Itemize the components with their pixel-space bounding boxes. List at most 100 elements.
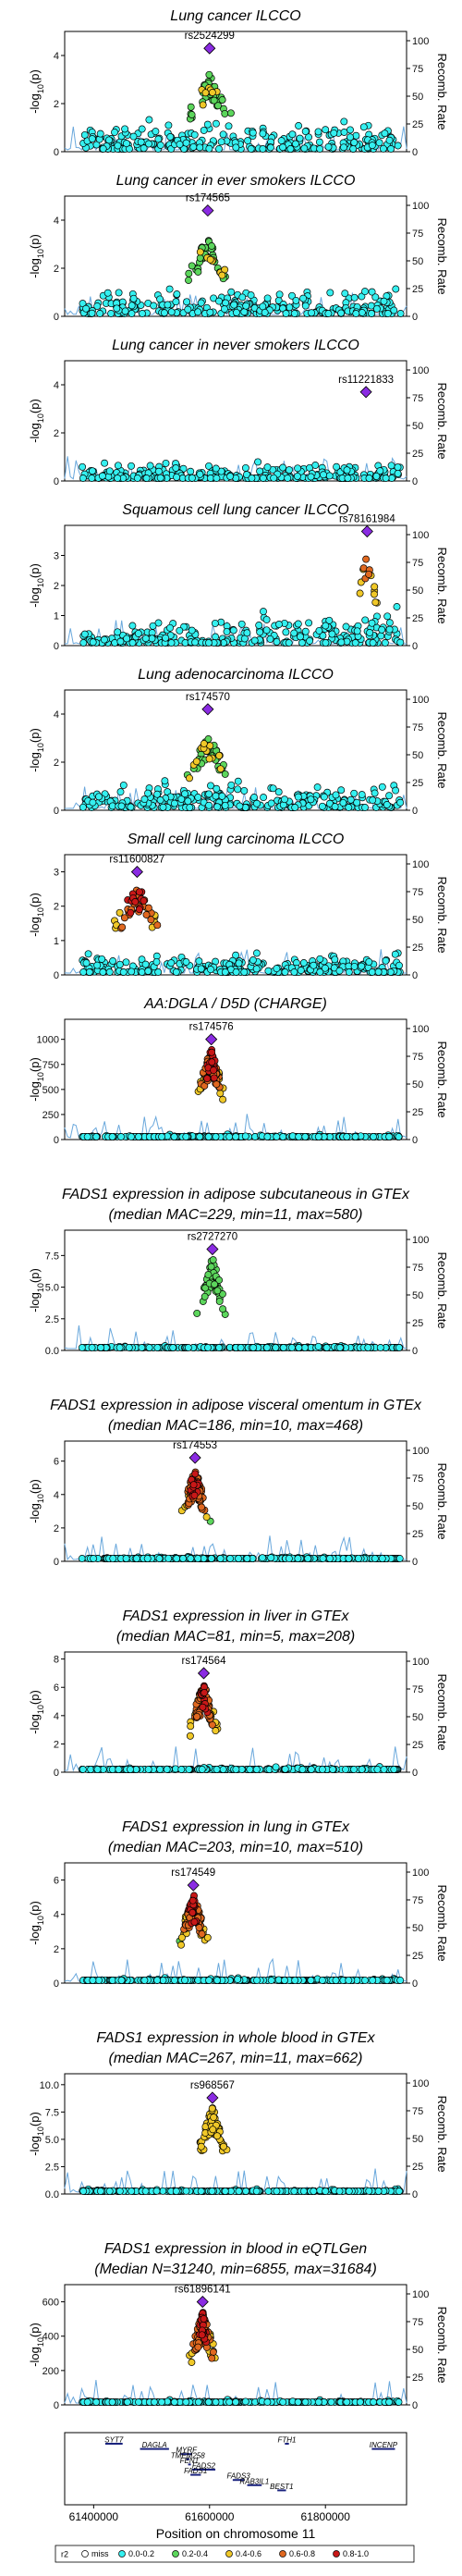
snp-point [205, 70, 213, 79]
snp-point [156, 295, 164, 303]
snp-point [206, 308, 214, 316]
snp-point [300, 144, 309, 153]
recomb-tick-label: 100 [412, 36, 429, 47]
y-tick-label: 4 [54, 1711, 59, 1722]
snp-point [128, 1133, 135, 1140]
snp-point [79, 968, 88, 976]
snp-point [128, 968, 136, 976]
snp-point [88, 475, 96, 482]
recomb-tick-label: 0 [412, 1557, 418, 1568]
snp-point [332, 1977, 340, 1984]
snp-point [79, 300, 87, 308]
y-tick-label: 6 [54, 1876, 59, 1887]
snp-point [89, 467, 96, 475]
snp-point [267, 1977, 275, 1984]
snp-point [163, 1765, 171, 1773]
snp-point [207, 966, 214, 974]
snp-point [216, 765, 225, 773]
y-tick-label: 4 [54, 709, 59, 721]
snp-point [204, 1344, 212, 1351]
recomb-tick-label: 25 [412, 943, 423, 954]
snp-point [370, 1133, 378, 1140]
snp-point [351, 1133, 359, 1140]
snp-point [216, 1555, 225, 1562]
y-tick-label: 0 [54, 312, 59, 323]
snp-point [371, 789, 379, 797]
snp-point [182, 2187, 190, 2195]
snp-point [80, 130, 89, 139]
plot-frame [64, 1018, 407, 1140]
snp-point [227, 781, 236, 789]
snp-point [194, 308, 202, 316]
snp-point [144, 967, 152, 975]
snp-point [161, 777, 169, 785]
snp-point [365, 475, 373, 482]
snp-point [299, 959, 308, 967]
snp-point [295, 122, 303, 129]
locus-panel-11: FADS1 expression in lung in GTEx (median … [28, 1819, 449, 1990]
snp-point [79, 475, 87, 482]
snp-point [273, 1133, 281, 1140]
snp-point [346, 795, 355, 804]
snp-point [114, 628, 122, 636]
snp-point [154, 467, 163, 475]
lead-snp-label: rs11600827 [109, 855, 164, 866]
panel-title: FADS1 expression in lung in GTEx [122, 1819, 350, 1835]
snp-point [215, 751, 224, 759]
snp-point [337, 309, 346, 317]
snp-point [396, 310, 405, 317]
snp-point [270, 474, 278, 482]
snp-point [138, 1344, 146, 1351]
snp-point [217, 138, 225, 146]
lead-snp-label: rs78161984 [339, 514, 395, 525]
snp-point [385, 625, 394, 634]
snp-point [324, 310, 333, 317]
snp-point [324, 142, 333, 151]
snp-point [318, 802, 326, 810]
snp-point [207, 1555, 215, 1562]
gene-label: DAGLA [142, 2441, 167, 2449]
snp-point [237, 620, 246, 628]
snp-point [375, 139, 383, 147]
snp-point [353, 798, 361, 807]
snp-point [327, 2398, 335, 2406]
snp-point [197, 2142, 205, 2151]
snp-point [272, 1344, 280, 1351]
y-axis-label: -log10(p) [28, 399, 45, 443]
snp-point [346, 126, 354, 134]
locus-panel-1: Lung cancer ILCCO rs2524299 0 2 4 0 25 50 75 100 -… [28, 8, 449, 158]
snp-point [79, 462, 87, 471]
snp-point [255, 622, 263, 629]
y-tick-label: 2 [54, 1523, 59, 1535]
snp-point [241, 2397, 249, 2406]
y2-axis-label: Recomb. Rate [435, 382, 449, 459]
snp-point [211, 1280, 219, 1288]
y-tick-label: 0 [54, 970, 59, 981]
y-tick-label: 5.0 [45, 1283, 59, 1294]
snp-point [205, 801, 213, 809]
recomb-tick-label: 75 [412, 558, 423, 569]
snp-point [177, 1933, 186, 1941]
snp-point [221, 109, 229, 117]
y-tick-label: 1 [54, 936, 59, 947]
snp-point [213, 1766, 221, 1773]
recomb-tick-label: 100 [412, 859, 429, 870]
snp-point [369, 796, 377, 805]
snp-point [230, 301, 238, 309]
snp-point [218, 271, 226, 279]
snp-point [144, 789, 152, 797]
snp-point [340, 129, 348, 136]
snp-point [97, 1344, 105, 1351]
y-tick-label: 0 [54, 147, 59, 158]
snp-point [167, 959, 176, 968]
snp-point [395, 1344, 403, 1351]
recomb-tick-label: 0 [412, 1346, 418, 1357]
recomb-tick-label: 75 [412, 722, 423, 733]
snp-point [369, 639, 377, 647]
snp-point [134, 629, 142, 637]
snp-point [223, 627, 231, 635]
snp-point [279, 2398, 287, 2406]
y-tick-label: 3 [54, 551, 59, 562]
recomb-tick-label: 50 [412, 915, 423, 926]
snp-point [177, 1941, 185, 1949]
